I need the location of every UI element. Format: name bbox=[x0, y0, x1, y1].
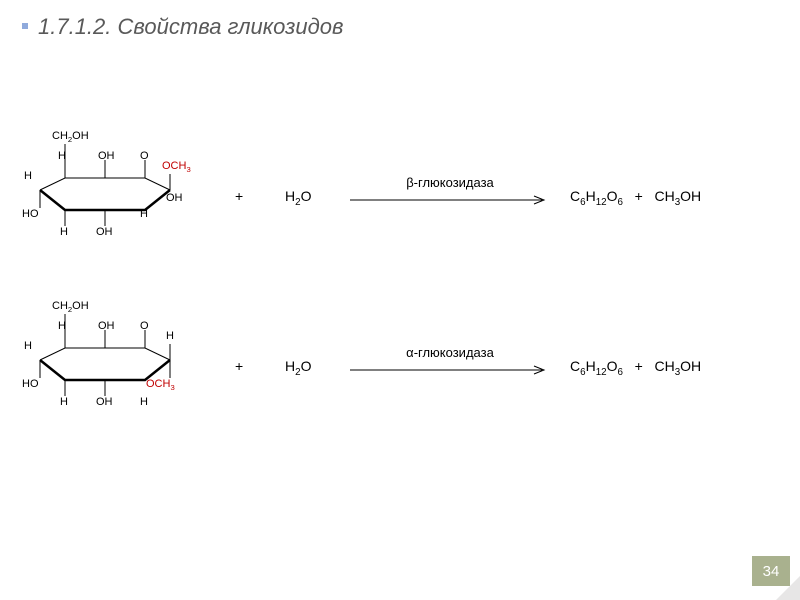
oh-label: OH bbox=[98, 150, 115, 162]
h-label: H bbox=[58, 320, 66, 332]
arrow-icon bbox=[350, 195, 550, 205]
c6-label: CH2OH bbox=[52, 130, 89, 144]
structure-alpha-glucoside: CH2OH H O H OCH3 H OH HO H OH H bbox=[10, 300, 200, 420]
ho-label: HO bbox=[22, 208, 39, 220]
corner-fold-icon bbox=[776, 576, 800, 600]
ho-label: HO bbox=[22, 378, 39, 390]
c6-label: CH2OH bbox=[52, 300, 89, 314]
reaction-row: CH2OH H O H OCH3 H OH HO H OH H + H2O α-… bbox=[10, 300, 790, 420]
heading-text: 1.7.1.2. Свойства гликозидов bbox=[38, 14, 344, 39]
h-label: H bbox=[60, 226, 68, 238]
oh-label: OH bbox=[98, 320, 115, 332]
reagent-water: H2O bbox=[285, 358, 311, 378]
oh-label: OH bbox=[166, 192, 183, 204]
oh-label: OH bbox=[96, 226, 113, 238]
reaction-row: CH2OH H O OCH3 H OH HO H OH H OH + H2O β… bbox=[10, 130, 790, 250]
arrow-label: β-глюкозидаза bbox=[350, 175, 550, 190]
och3-label: OCH3 bbox=[162, 160, 191, 174]
oh-label: OH bbox=[96, 396, 113, 408]
reaction-arrow: β-глюкозидаза bbox=[350, 175, 550, 210]
h-label: H bbox=[24, 340, 32, 352]
reaction-arrow: α-глюкозидаза bbox=[350, 345, 550, 380]
h-label: H bbox=[58, 150, 66, 162]
h-label: H bbox=[24, 170, 32, 182]
h-label: H bbox=[140, 208, 148, 220]
arrow-label: α-глюкозидаза bbox=[350, 345, 550, 360]
reagent-water: H2O bbox=[285, 188, 311, 208]
products-text: C6H12O6 + CH3OH bbox=[570, 358, 701, 378]
h-label: H bbox=[60, 396, 68, 408]
o-ring-label: O bbox=[140, 150, 149, 162]
plus-sign: + bbox=[235, 188, 243, 204]
o-ring-label: O bbox=[140, 320, 149, 332]
arrow-icon bbox=[350, 365, 550, 375]
products-text: C6H12O6 + CH3OH bbox=[570, 188, 701, 208]
plus-sign: + bbox=[235, 358, 243, 374]
slide-heading: 1.7.1.2. Свойства гликозидов bbox=[22, 14, 344, 40]
structure-beta-glucoside: CH2OH H O OCH3 H OH HO H OH H OH bbox=[10, 130, 200, 250]
bullet-icon bbox=[22, 23, 28, 29]
h-label: H bbox=[140, 396, 148, 408]
och3-label: OCH3 bbox=[146, 378, 175, 392]
h-label: H bbox=[166, 330, 174, 342]
